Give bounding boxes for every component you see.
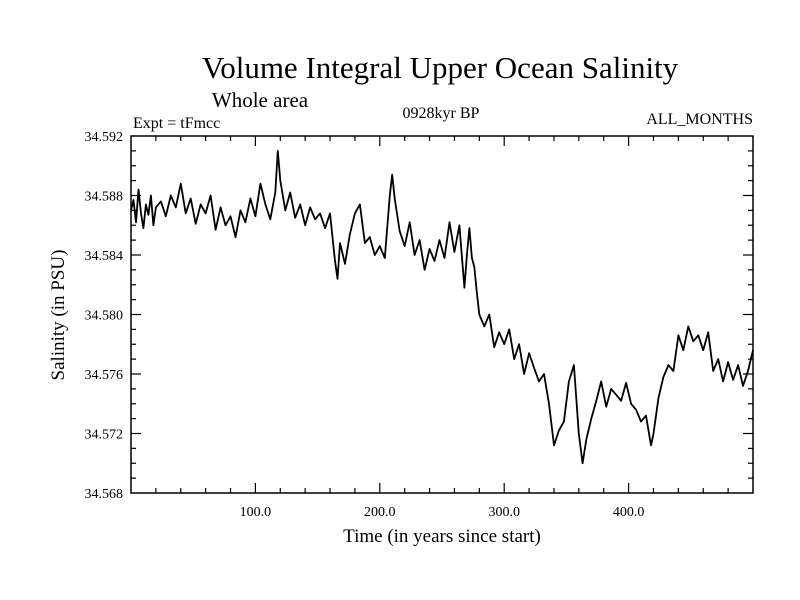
- y-tick-label: 34.568: [85, 487, 124, 502]
- expt-label: Expt = tFmcc: [133, 115, 220, 132]
- x-tick-label: 400.0: [613, 505, 645, 520]
- chart-subtitle: Whole area: [212, 88, 309, 112]
- salinity-series-line: [130, 150, 754, 465]
- period-label: 0928kyr BP: [403, 105, 480, 122]
- x-axis-tick-labels: 100.0 200.0 300.0 400.0: [240, 505, 645, 520]
- chart-title: Volume Integral Upper Ocean Salinity: [202, 50, 679, 85]
- y-tick-label: 34.592: [85, 130, 124, 145]
- plot-frame: [130, 135, 754, 494]
- y-axis-ticks: [131, 150, 753, 479]
- y-axis-tick-labels: 34.568 34.572 34.576 34.580 34.584 34.588 34.5…: [85, 130, 124, 502]
- y-tick-label: 34.576: [85, 368, 124, 383]
- x-tick-label: 200.0: [364, 505, 396, 520]
- x-tick-label: 100.0: [240, 505, 272, 520]
- y-tick-label: 34.572: [85, 428, 124, 443]
- months-label: ALL_MONTHS: [646, 111, 753, 128]
- y-tick-label: 34.584: [85, 249, 124, 264]
- y-axis-label: Salinity (in PSU): [48, 250, 69, 381]
- y-tick-label: 34.580: [85, 309, 124, 324]
- x-tick-label: 300.0: [488, 505, 520, 520]
- x-axis-ticks: [155, 136, 729, 493]
- y-tick-label: 34.588: [85, 190, 124, 205]
- x-axis-label: Time (in years since start): [343, 526, 541, 547]
